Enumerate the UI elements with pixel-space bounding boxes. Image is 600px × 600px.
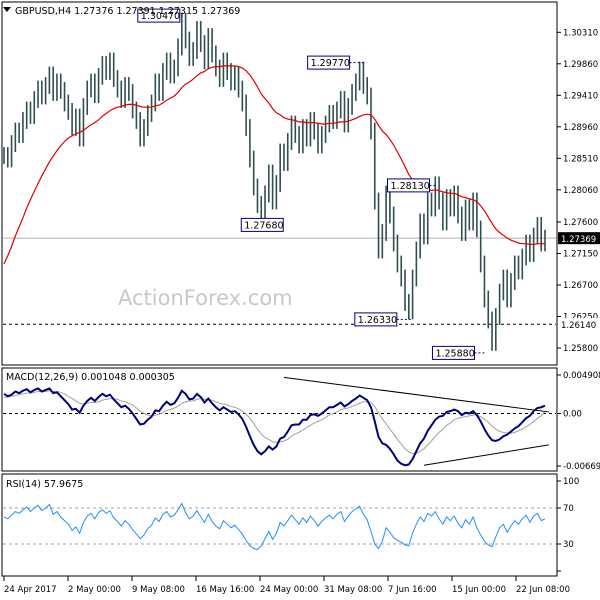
current-price-tag — [558, 232, 600, 245]
moving-average-line — [3, 65, 545, 265]
x-axis-label: 2 May 00:00 — [68, 585, 121, 595]
price-axis-label: 1.28960 — [563, 123, 598, 133]
price-annotation-box — [137, 8, 181, 23]
x-axis-label: 16 May 16:00 — [196, 585, 254, 595]
chart-title: GBPUSD,H4 1.27376 1.27391 1.27315 1.2736… — [15, 6, 240, 17]
price-axis-label: 1.25800 — [563, 344, 598, 354]
symbol-dropdown-icon[interactable] — [3, 7, 11, 12]
support-price-label: 1.26140 — [561, 321, 596, 331]
price-annotation-box — [387, 178, 431, 193]
macd-axis-label: 0.00 — [563, 410, 582, 420]
price-axis-label: 1.28060 — [563, 186, 598, 196]
price-axis-label: 1.30310 — [563, 28, 598, 38]
price-annotation-label: 1.27680 — [244, 220, 283, 231]
x-axis-label: 24 May 00:00 — [260, 585, 318, 595]
rsi-axis-label: 100 — [563, 477, 579, 487]
support-price-tag — [558, 318, 600, 331]
price-axis-label: 1.28510 — [563, 154, 598, 164]
macd-trendline — [423, 444, 549, 466]
macd-label: MACD(12,26,9) 0.001048 0.000305 — [6, 372, 175, 383]
x-axis-label: 24 Apr 2017 — [4, 585, 57, 595]
x-axis-label: 7 Jun 16:00 — [388, 585, 437, 595]
macd-line — [3, 387, 546, 467]
price-annotation-box — [240, 217, 284, 232]
price-axis-label: 1.26250 — [563, 313, 598, 323]
rsi-axis-label: 70 — [563, 504, 574, 514]
price-annotation-box — [431, 345, 475, 360]
price-axis-label: 1.29860 — [563, 60, 598, 70]
price-annotation-label: 1.26330 — [358, 315, 397, 326]
rsi-axis-label: 30 — [563, 540, 574, 550]
watermark: ActionForex.com — [118, 286, 293, 310]
price-axis-label: 1.29410 — [563, 91, 598, 101]
price-annotation-label: 1.28130 — [391, 181, 430, 192]
macd-panel-frame — [1, 367, 558, 472]
macd-signal-line — [3, 390, 546, 455]
current-price-label: 1.27369 — [561, 235, 596, 245]
rsi-label: RSI(14) 57.9675 — [6, 479, 83, 490]
x-axis-label: 31 May 08:00 — [324, 585, 382, 595]
macd-trendline — [283, 376, 549, 413]
price-axis-label: 1.26700 — [563, 281, 598, 291]
price-axis-label: 1.27600 — [563, 218, 598, 228]
price-axis-label: 1.27150 — [563, 250, 598, 260]
x-axis-label: 9 May 08:00 — [132, 585, 185, 595]
price-annotation-label: 1.30470 — [141, 11, 180, 22]
price-annotation-label: 1.29770 — [311, 58, 350, 69]
price-annotation-box — [307, 55, 351, 70]
rsi-line — [3, 502, 546, 550]
price-annotation-label: 1.25880 — [435, 348, 474, 359]
x-axis-label: 15 Jun 00:00 — [452, 585, 506, 595]
price-annotation-box — [354, 312, 398, 327]
macd-axis-label: 0.004908 — [563, 371, 600, 381]
x-axis-label: 22 Jun 08:00 — [516, 585, 570, 595]
